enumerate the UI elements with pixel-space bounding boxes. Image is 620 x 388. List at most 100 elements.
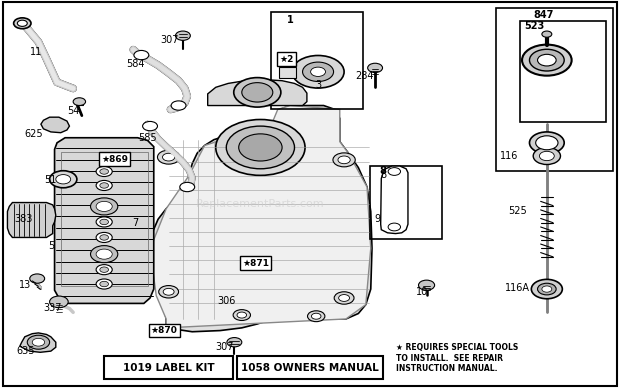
Circle shape xyxy=(32,338,45,346)
Text: 307: 307 xyxy=(215,342,234,352)
Circle shape xyxy=(175,31,190,40)
Circle shape xyxy=(159,286,179,298)
Circle shape xyxy=(227,338,242,347)
Circle shape xyxy=(27,335,50,349)
Bar xyxy=(104,356,232,379)
Text: 9: 9 xyxy=(374,214,380,224)
Text: 1: 1 xyxy=(287,15,293,25)
Bar xyxy=(61,152,148,286)
Text: 635: 635 xyxy=(17,346,35,356)
Text: 525: 525 xyxy=(508,206,527,217)
Text: 625: 625 xyxy=(25,129,43,139)
Text: 3: 3 xyxy=(315,80,321,90)
Polygon shape xyxy=(41,117,69,133)
Bar xyxy=(237,356,383,379)
Text: 847: 847 xyxy=(533,10,553,20)
Text: ★ REQUIRES SPECIAL TOOLS
TO INSTALL.  SEE REPAIR
INSTRUCTION MANUAL.: ★ REQUIRES SPECIAL TOOLS TO INSTALL. SEE… xyxy=(396,343,518,373)
Circle shape xyxy=(533,147,560,165)
Text: 10: 10 xyxy=(415,287,428,297)
Circle shape xyxy=(96,201,112,211)
Circle shape xyxy=(338,156,350,164)
Circle shape xyxy=(180,182,195,192)
Circle shape xyxy=(14,18,31,29)
Circle shape xyxy=(333,153,355,167)
Text: 284: 284 xyxy=(355,71,374,81)
Text: 13: 13 xyxy=(19,280,31,290)
Circle shape xyxy=(311,67,326,76)
Circle shape xyxy=(96,279,112,289)
Circle shape xyxy=(308,311,325,322)
Text: 307: 307 xyxy=(160,35,179,45)
Circle shape xyxy=(91,246,118,263)
Circle shape xyxy=(162,153,175,161)
Circle shape xyxy=(237,312,247,318)
Circle shape xyxy=(234,78,281,107)
Circle shape xyxy=(292,55,344,88)
Circle shape xyxy=(100,281,108,287)
Text: 8: 8 xyxy=(379,166,386,177)
Circle shape xyxy=(542,31,552,37)
Text: 523: 523 xyxy=(525,21,544,31)
Circle shape xyxy=(171,101,186,110)
Text: 54: 54 xyxy=(67,106,79,116)
Circle shape xyxy=(542,286,552,292)
Circle shape xyxy=(157,150,180,164)
Circle shape xyxy=(233,310,250,320)
Bar xyxy=(496,8,613,171)
Circle shape xyxy=(100,219,108,225)
Circle shape xyxy=(96,217,112,227)
Circle shape xyxy=(538,54,556,66)
Text: 337: 337 xyxy=(43,303,62,314)
Circle shape xyxy=(143,121,157,131)
Circle shape xyxy=(538,283,556,295)
Circle shape xyxy=(539,151,554,161)
Circle shape xyxy=(163,288,174,295)
Text: ★870: ★870 xyxy=(151,326,178,335)
Text: 1019 LABEL KIT: 1019 LABEL KIT xyxy=(123,363,214,373)
Circle shape xyxy=(339,294,350,301)
Circle shape xyxy=(100,183,108,188)
Circle shape xyxy=(529,132,564,154)
Polygon shape xyxy=(20,333,56,352)
Text: 8: 8 xyxy=(380,170,386,180)
Bar xyxy=(370,166,442,239)
Text: ★871: ★871 xyxy=(242,258,269,268)
Circle shape xyxy=(531,279,562,299)
Circle shape xyxy=(388,223,401,231)
Polygon shape xyxy=(55,138,154,303)
Polygon shape xyxy=(208,80,307,106)
Circle shape xyxy=(96,265,112,275)
Circle shape xyxy=(56,175,71,184)
Circle shape xyxy=(100,267,108,272)
Text: ★869: ★869 xyxy=(101,154,128,164)
Circle shape xyxy=(311,313,321,319)
Bar xyxy=(520,21,606,122)
Circle shape xyxy=(418,280,435,290)
Text: 116A: 116A xyxy=(505,283,530,293)
Circle shape xyxy=(100,169,108,174)
Text: 584: 584 xyxy=(126,59,144,69)
Circle shape xyxy=(17,20,27,26)
Circle shape xyxy=(216,120,305,175)
Text: ★2: ★2 xyxy=(279,54,294,64)
Polygon shape xyxy=(381,166,408,234)
Text: 11: 11 xyxy=(30,47,42,57)
Circle shape xyxy=(50,171,77,188)
Text: 7: 7 xyxy=(132,218,138,228)
Circle shape xyxy=(30,274,45,283)
Bar xyxy=(279,67,296,78)
Text: 383: 383 xyxy=(14,214,33,224)
Circle shape xyxy=(239,134,282,161)
Circle shape xyxy=(536,136,558,150)
Polygon shape xyxy=(7,203,56,237)
Circle shape xyxy=(96,166,112,177)
Circle shape xyxy=(134,50,149,60)
Circle shape xyxy=(96,232,112,242)
Circle shape xyxy=(100,235,108,240)
Polygon shape xyxy=(150,106,371,328)
Circle shape xyxy=(96,249,112,259)
Circle shape xyxy=(91,198,118,215)
Circle shape xyxy=(73,98,86,106)
Bar xyxy=(271,12,363,109)
Text: 5: 5 xyxy=(48,241,54,251)
